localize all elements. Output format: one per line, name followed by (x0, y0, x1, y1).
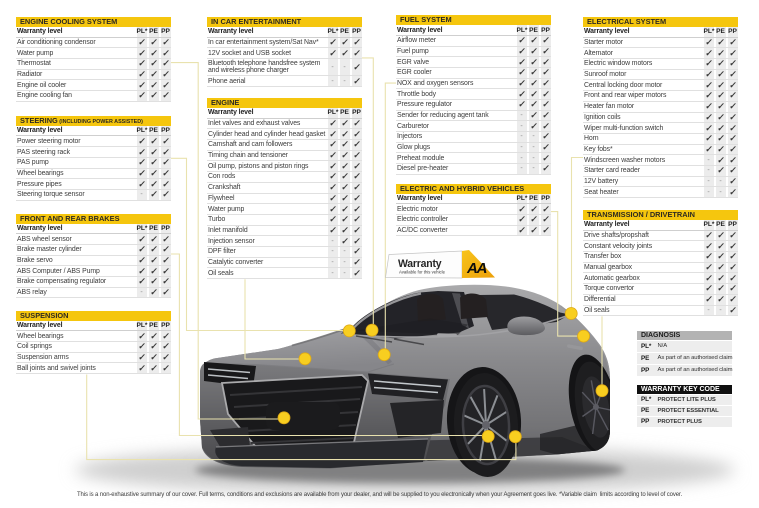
svg-text:Warranty: Warranty (398, 258, 442, 270)
svg-text:AA: AA (466, 260, 487, 277)
svg-text:Available for this vehicle: Available for this vehicle (399, 270, 446, 275)
